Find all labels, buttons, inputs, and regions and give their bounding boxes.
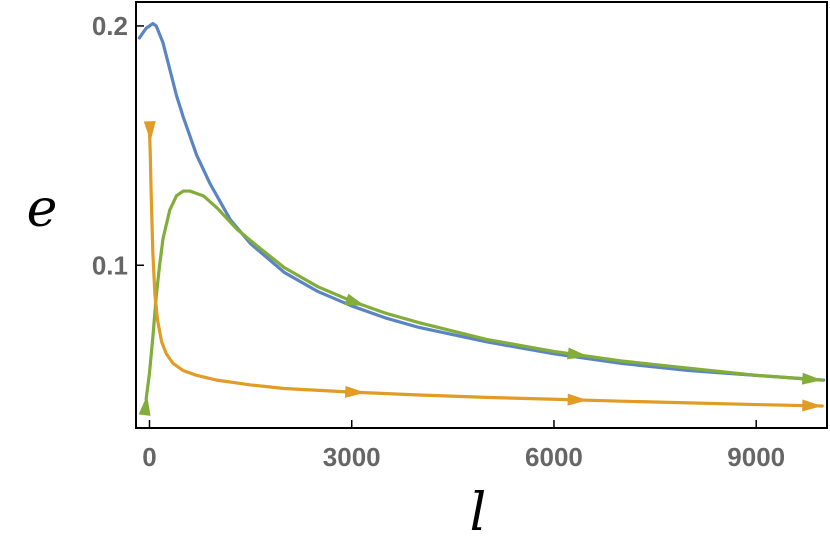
- series-start-arrow-1: [138, 395, 151, 416]
- x-tick-labels: 0 3000 6000 9000: [142, 442, 785, 472]
- series-line-0: [137, 21, 826, 382]
- series-start-arrow-2: [143, 121, 156, 142]
- x-axis-label: l: [470, 483, 487, 543]
- series-line-2: [147, 129, 824, 408]
- y-tick-labels: 0.1 0.2: [92, 11, 128, 280]
- y-tick-label: 0.2: [92, 11, 128, 41]
- x-tick-label: 9000: [727, 442, 785, 472]
- series-arrow-1: [344, 293, 366, 306]
- plot-frame: [135, 1, 828, 429]
- series-line-1: [144, 189, 824, 401]
- series-arrow-2: [344, 385, 366, 398]
- x-tick-label: 6000: [525, 442, 583, 472]
- x-tick-label: 0: [142, 442, 156, 472]
- series-arrow-1: [567, 347, 588, 360]
- y-tick-label: 0.1: [92, 250, 128, 280]
- y-axis-label: e: [27, 179, 58, 239]
- series-arrow-1: [801, 372, 823, 385]
- series-arrow-2: [567, 393, 588, 406]
- plot-area: [135, 1, 828, 429]
- series-arrow-2: [802, 399, 823, 412]
- x-tick-label: 3000: [323, 442, 381, 472]
